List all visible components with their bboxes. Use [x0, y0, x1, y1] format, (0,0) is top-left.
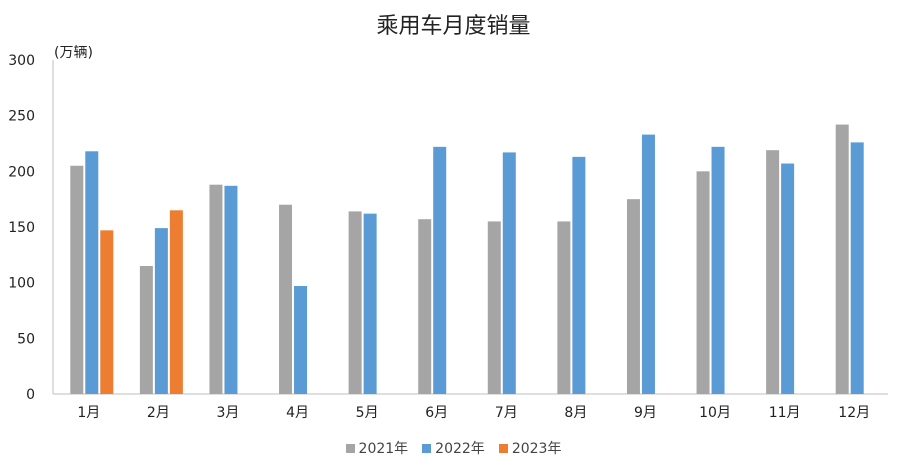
- bar-2021年-4月: [279, 204, 293, 394]
- bar-2021年-6月: [418, 219, 432, 394]
- y-tick-label: 300: [8, 53, 35, 69]
- x-tick-label: 2月: [147, 405, 170, 421]
- legend-label: 2023年: [511, 441, 562, 457]
- bar-2022年-7月: [502, 152, 516, 394]
- bar-2022年-8月: [572, 156, 586, 394]
- legend-label: 2021年: [358, 441, 409, 457]
- y-tick-label: 150: [8, 220, 35, 236]
- bar-2022年-4月: [294, 286, 308, 394]
- y-axis-unit-label: (万辆): [54, 45, 93, 61]
- bar-2022年-3月: [224, 185, 238, 394]
- x-tick-label: 8月: [564, 405, 587, 421]
- bar-2022年-1月: [85, 151, 99, 394]
- legend-item: 2022年: [422, 438, 485, 458]
- bar-2022年-11月: [781, 163, 795, 394]
- x-tick-label: 3月: [216, 405, 239, 421]
- bar-2021年-5月: [348, 211, 362, 394]
- bar-2022年-9月: [641, 134, 655, 395]
- x-tick-label: 6月: [425, 405, 448, 421]
- legend-swatch: [345, 443, 355, 453]
- bar-2022年-2月: [154, 228, 168, 394]
- y-tick-label: 200: [8, 164, 35, 180]
- bar-2022年-12月: [850, 142, 864, 394]
- bar-2021年-8月: [557, 221, 571, 394]
- bar-2021年-10月: [696, 171, 710, 394]
- y-tick-label: 0: [26, 387, 35, 403]
- x-tick-label: 7月: [495, 405, 518, 421]
- x-tick-label: 12月: [838, 405, 870, 421]
- x-tick-label: 10月: [699, 405, 731, 421]
- bar-2021年-1月: [70, 165, 84, 394]
- bar-2023年-1月: [100, 230, 114, 394]
- bar-2021年-12月: [835, 124, 849, 394]
- legend-swatch: [498, 443, 508, 453]
- chart-title: 乘用车月度销量: [376, 14, 531, 39]
- x-tick-label: 1月: [77, 405, 100, 421]
- x-tick-label: 9月: [634, 405, 657, 421]
- x-tick-label: 4月: [286, 405, 309, 421]
- bar-2023年-2月: [169, 210, 183, 394]
- x-tick-label: 5月: [356, 405, 379, 421]
- legend-item: 2023年: [498, 438, 562, 458]
- legend-item: 2021年: [345, 438, 409, 458]
- x-tick-label: 11月: [769, 405, 801, 421]
- bar-2021年-7月: [487, 221, 501, 394]
- bar-2021年-9月: [626, 199, 640, 394]
- bar-2021年-2月: [139, 265, 153, 394]
- bar-2022年-10月: [711, 146, 725, 394]
- legend-label: 2022年: [435, 441, 485, 457]
- legend-swatch: [422, 443, 432, 453]
- y-tick-label: 250: [8, 109, 35, 125]
- y-tick-label: 50: [17, 331, 35, 347]
- bar-2022年-5月: [363, 213, 377, 394]
- bar-2021年-11月: [766, 150, 780, 394]
- bar-2022年-6月: [433, 146, 447, 394]
- bar-2021年-3月: [209, 184, 223, 394]
- y-tick-label: 100: [8, 276, 35, 292]
- chart-legend: 2021年 2022年 2023年: [0, 438, 907, 458]
